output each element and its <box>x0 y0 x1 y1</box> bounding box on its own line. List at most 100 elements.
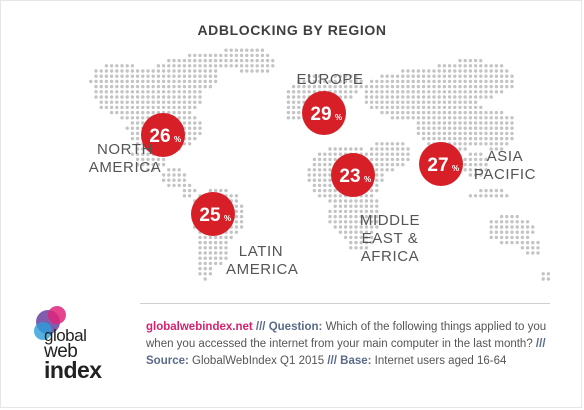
map-dot <box>343 225 348 229</box>
map-dot <box>213 240 218 245</box>
map-dot <box>135 105 140 110</box>
map-dot <box>525 235 530 240</box>
map-dot <box>297 116 301 120</box>
map-dot <box>343 220 348 224</box>
map-dot <box>442 64 447 68</box>
map-dot <box>473 64 478 68</box>
map-dot <box>312 183 317 188</box>
map-dot <box>146 152 150 156</box>
map-dot <box>317 162 322 167</box>
map-dot <box>328 178 332 182</box>
bubble-unit: % <box>174 135 181 144</box>
map-dot <box>338 74 343 78</box>
map-dot <box>525 240 530 245</box>
map-dot <box>130 105 135 110</box>
map-dot <box>234 230 239 234</box>
map-dot <box>94 90 98 94</box>
map-dot <box>458 147 462 151</box>
map-dot <box>385 84 389 89</box>
map-dot <box>442 100 447 104</box>
map-dot <box>427 116 431 120</box>
map-dot <box>125 84 129 89</box>
map-dot <box>489 230 493 234</box>
map-dot <box>479 79 483 84</box>
map-dot <box>135 136 140 141</box>
map-dot <box>193 58 197 63</box>
map-dot <box>479 116 483 120</box>
map-dot <box>198 256 202 260</box>
map-dot <box>141 100 145 104</box>
map-dot <box>99 74 103 78</box>
map-dot <box>531 225 535 229</box>
map-dot <box>333 204 337 208</box>
map-dot <box>193 53 197 58</box>
map-dot <box>401 84 405 89</box>
map-dot <box>401 79 405 84</box>
map-dot <box>213 79 218 84</box>
map-dot <box>135 69 140 73</box>
map-dot <box>473 168 478 172</box>
map-dot <box>167 74 171 78</box>
map-dot <box>411 69 415 73</box>
map-dot <box>369 220 374 224</box>
map-dot <box>317 152 322 156</box>
map-dot <box>421 105 426 110</box>
map-dot <box>354 240 358 245</box>
map-dot <box>239 64 244 68</box>
map-dot <box>120 116 124 120</box>
map-dot <box>442 69 447 73</box>
map-dot <box>447 105 452 110</box>
map-dot <box>349 84 353 89</box>
map-dot <box>333 147 337 151</box>
map-dot <box>437 95 441 99</box>
map-dot <box>463 110 467 115</box>
map-dot <box>213 53 218 58</box>
map-dot <box>141 90 145 94</box>
map-dot <box>182 110 187 115</box>
label-latin-america: LATIN AMERICA <box>226 243 299 278</box>
map-dot <box>468 136 473 141</box>
map-dot <box>167 173 171 177</box>
map-dot <box>359 84 363 89</box>
map-dot <box>208 188 213 193</box>
footer-site-link[interactable]: globalwebindex.net <box>146 321 253 333</box>
map-dot <box>385 74 389 78</box>
map-dot <box>187 116 192 120</box>
map-dot <box>307 84 311 89</box>
map-dot <box>510 126 514 130</box>
map-dot <box>442 126 447 130</box>
map-dot <box>120 69 124 73</box>
map-dot <box>307 178 311 182</box>
map-dot <box>375 79 379 84</box>
map-dot <box>338 209 343 214</box>
map-dot <box>99 100 103 104</box>
map-dot <box>411 95 415 99</box>
map-dot <box>312 84 317 89</box>
map-dot <box>291 90 296 94</box>
map-dot <box>198 74 202 78</box>
map-dot <box>468 168 473 172</box>
map-dot <box>463 142 467 146</box>
map-dot <box>151 110 155 115</box>
map-dot <box>172 69 176 73</box>
map-dot <box>520 225 525 229</box>
map-dot <box>343 230 348 234</box>
map-dot <box>120 84 124 89</box>
map-dot <box>463 126 467 130</box>
map-dot <box>323 79 327 84</box>
map-dot <box>167 69 171 73</box>
map-dot <box>120 64 124 68</box>
map-dot <box>255 48 259 52</box>
map-dot <box>463 121 467 125</box>
map-dot <box>458 79 462 84</box>
map-dot <box>442 105 447 110</box>
map-dot <box>390 100 395 104</box>
map-dot <box>406 90 410 94</box>
map-dot <box>99 105 103 110</box>
map-dot <box>99 69 103 73</box>
map-dot <box>505 220 509 224</box>
map-dot <box>494 136 499 141</box>
map-dot <box>510 230 514 234</box>
map-dot <box>349 95 353 99</box>
map-dot <box>473 116 478 120</box>
